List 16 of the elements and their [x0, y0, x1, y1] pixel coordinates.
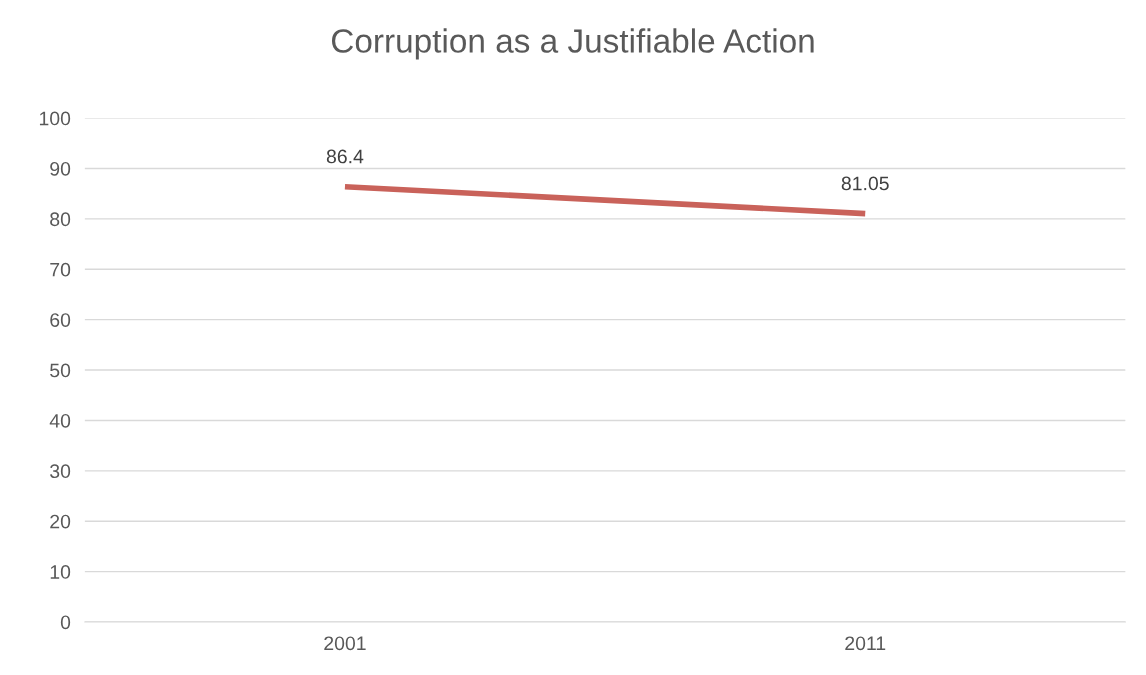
- y-tick-label: 40: [49, 413, 71, 428]
- x-tick-label: 2001: [324, 636, 366, 651]
- y-tick-label: 60: [50, 313, 71, 327]
- y-tick-label: 20: [50, 514, 71, 529]
- y-tick-label: 70: [50, 262, 71, 277]
- y-tick-label: 80: [50, 212, 71, 227]
- y-tick-label: 50: [50, 363, 71, 378]
- x-tick-label: 2011: [845, 636, 886, 651]
- y-tick-label: 10: [50, 565, 71, 579]
- data-label: 86.4: [326, 149, 364, 164]
- data-label: 81.05: [841, 176, 889, 191]
- y-tick-label: 90: [50, 161, 71, 176]
- y-tick-label: 0: [60, 615, 71, 630]
- chart-title: Corruption as a Justifiable Action: [331, 28, 814, 60]
- y-tick-label: 30: [50, 464, 71, 479]
- y-tick-label: 100: [39, 111, 71, 126]
